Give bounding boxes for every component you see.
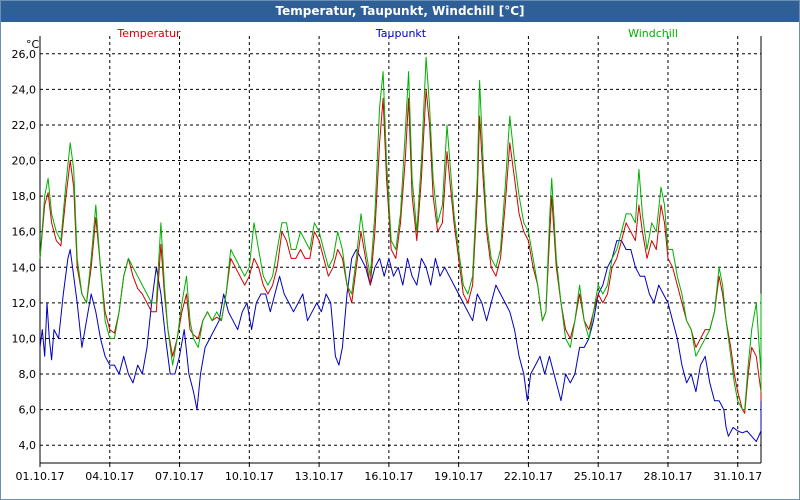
legend: Temperatur Taupunkt Windchill [116,27,678,40]
y-tick-label: 6,0 [19,404,37,417]
series-lines [39,56,762,443]
y-tick-label: 14,0 [12,261,37,274]
y-axis-unit: °C [26,38,40,51]
x-tick-label: 19.10.17 [434,470,483,483]
y-tick-label: 26,0 [12,48,37,61]
x-tick-label: 13.10.17 [295,470,344,483]
x-tick-label: 25.10.17 [574,470,623,483]
window-title: Temperatur, Taupunkt, Windchill [°C] [1,1,799,22]
axes [39,36,762,467]
y-tick-label: 16,0 [12,226,37,239]
x-tick-label: 01.10.17 [16,470,65,483]
legend-entry-temperatur: Temperatur [116,27,181,40]
series-line-windchill [39,56,762,411]
x-tick-label: 10.10.17 [225,470,274,483]
x-tick-label: 04.10.17 [85,470,134,483]
series-line-temperatur [39,88,762,414]
y-tick-label: 22,0 [12,119,37,132]
series-line-taupunkt [39,240,762,443]
y-tick-label: 4,0 [19,439,37,452]
x-tick-label: 22.10.17 [504,470,553,483]
y-tick-label: 8,0 [19,368,37,381]
chart-svg: 4,0 6,0 8,0 10,0 12,0 14,0 16,0 18,0 20,0 22,0 24,… [12,27,763,483]
tick-labels: 4,0 6,0 8,0 10,0 12,0 14,0 16,0 18,0 20,0 22,0 24,… [12,38,763,483]
x-tick-label: 31.10.17 [713,470,762,483]
y-tick-label: 12,0 [12,297,37,310]
y-tick-label: 18,0 [12,190,37,203]
grid [39,36,761,463]
x-tick-label: 07.10.17 [155,470,204,483]
y-tick-label: 20,0 [12,155,37,168]
legend-entry-taupunkt: Taupunkt [375,27,427,40]
x-tick-label: 28.10.17 [643,470,692,483]
y-tick-label: 24,0 [12,83,37,96]
x-tick-label: 16.10.17 [364,470,413,483]
y-tick-label: 10,0 [12,332,37,345]
legend-entry-windchill: Windchill [628,27,678,40]
